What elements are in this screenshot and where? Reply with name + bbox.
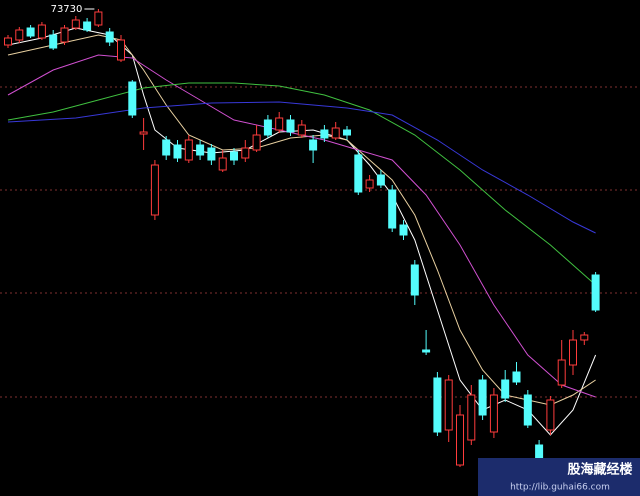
candle-body — [331, 127, 340, 139]
candle-body — [263, 119, 272, 136]
candle-body — [83, 21, 92, 31]
candle-body — [489, 394, 498, 433]
candle-body — [523, 394, 532, 426]
candle-body — [241, 147, 250, 159]
candle-body — [410, 264, 419, 296]
candle-body — [512, 371, 521, 383]
candles — [4, 9, 600, 469]
candle-body — [388, 189, 397, 229]
candle-body — [444, 379, 453, 431]
candle-body — [343, 129, 351, 136]
candle-body — [467, 394, 476, 441]
candle-body — [117, 39, 125, 61]
candle-body — [184, 139, 193, 161]
candle-body — [422, 349, 431, 353]
candle-body — [4, 37, 12, 46]
candle-body — [354, 154, 363, 193]
candle-body — [252, 134, 261, 151]
candle-body — [139, 131, 148, 135]
watermark-box — [478, 458, 640, 496]
candle-body — [173, 144, 182, 159]
guide-lines — [0, 86, 640, 398]
candle-body — [128, 81, 137, 116]
candle-body — [49, 34, 58, 49]
candle-body — [501, 379, 510, 399]
candle-body — [71, 19, 80, 29]
candle-body — [433, 377, 442, 433]
candle-body — [546, 399, 555, 431]
candle-body — [218, 157, 227, 171]
candle-body — [309, 139, 318, 151]
candle-body — [320, 129, 329, 139]
ma-line — [7, 82, 596, 286]
candle-body — [37, 24, 46, 39]
candle-body — [478, 379, 487, 416]
candle-body — [365, 179, 374, 189]
watermark: 股海藏经楼 http://lib.guhai66.com — [478, 458, 640, 496]
candle-body — [456, 414, 464, 466]
candle-body — [207, 147, 216, 161]
candle-body — [399, 224, 408, 236]
candle-body — [591, 274, 600, 311]
candle-body — [275, 117, 284, 131]
candle-body — [105, 31, 114, 43]
candle-body — [286, 119, 295, 133]
candle-body — [15, 29, 24, 41]
candle-body — [297, 124, 306, 136]
candle-body — [569, 339, 577, 366]
candle-body — [376, 174, 385, 186]
candle-body — [60, 27, 69, 43]
watermark-title: 股海藏经楼 — [567, 462, 632, 478]
candle-body — [162, 139, 171, 156]
candle-body — [557, 359, 566, 386]
candle-body — [230, 151, 238, 161]
candle-body — [150, 164, 159, 216]
candle-body — [580, 334, 589, 341]
high-label: 73730 — [51, 4, 83, 15]
candle-body — [94, 11, 103, 26]
watermark-url: http://lib.guhai66.com — [510, 483, 610, 493]
ma-line — [7, 27, 597, 436]
candle-body — [26, 27, 35, 37]
candle-body — [196, 144, 205, 156]
